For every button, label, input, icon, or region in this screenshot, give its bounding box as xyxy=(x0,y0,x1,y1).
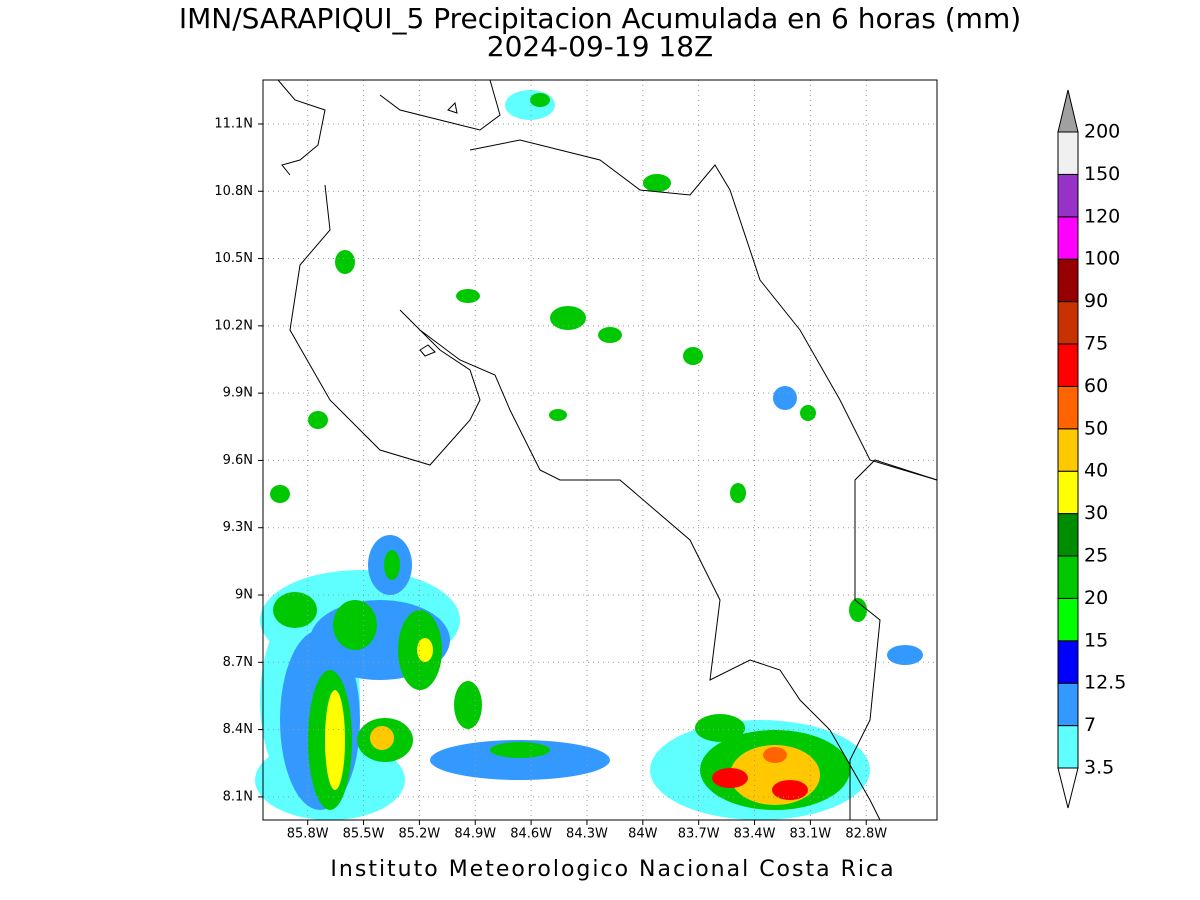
colorbar-segment xyxy=(1057,385,1079,430)
colorbar-segment xyxy=(1057,216,1079,260)
x-tick-label: 84.3W xyxy=(566,827,608,842)
colorbar-segment xyxy=(1057,725,1079,769)
colorbar-label: 60 xyxy=(1084,375,1108,397)
colorbar-segment xyxy=(1057,343,1079,387)
y-tick-label: 11.1N xyxy=(214,116,253,131)
y-tick-label: 10.2N xyxy=(214,318,253,333)
x-tick-label: 85.2W xyxy=(398,827,440,842)
y-tick-label: 9N xyxy=(235,588,253,603)
colorbar-segment xyxy=(1057,131,1079,175)
colorbar-label: 25 xyxy=(1084,545,1108,567)
y-tick-label: 9.9N xyxy=(223,386,253,401)
colorbar-label: 7 xyxy=(1084,714,1096,736)
colorbar-segment xyxy=(1057,258,1079,303)
coastlines xyxy=(277,79,938,821)
colorbar-segment xyxy=(1057,513,1079,557)
x-tick-label: 85.8W xyxy=(287,827,329,842)
colorbar-label: 12.5 xyxy=(1084,672,1126,694)
colorbar-label: 30 xyxy=(1084,502,1108,524)
colorbar-label: 75 xyxy=(1084,333,1108,355)
y-tick-label: 8.4N xyxy=(223,722,253,737)
colorbar-segment xyxy=(1057,301,1079,345)
map-frame xyxy=(262,79,938,821)
x-tick-label: 83.7W xyxy=(678,827,720,842)
colorbar-label: 3.5 xyxy=(1084,757,1114,779)
y-tick-label: 10.5N xyxy=(214,251,253,266)
precipitation-field xyxy=(255,90,923,820)
subtitle: 2024-09-19 18Z xyxy=(487,30,713,63)
colorbar-label: 150 xyxy=(1084,163,1120,185)
colorbar-high-triangle xyxy=(1057,89,1079,133)
colorbar-label: 50 xyxy=(1084,417,1108,439)
colorbar-label: 100 xyxy=(1084,248,1120,270)
colorbar: 3.5 7 12.5 15 20 25 30 40 50 60 75 90 100 120 150 200 xyxy=(1057,89,1126,809)
x-tick-label: 83.4W xyxy=(734,827,776,842)
y-tick-label: 8.7N xyxy=(223,655,253,670)
colorbar-segment xyxy=(1057,640,1079,684)
colorbar-label: 20 xyxy=(1084,587,1108,609)
map-area xyxy=(255,79,938,821)
credit: Instituto Meteorologico Nacional Costa R… xyxy=(330,857,895,882)
map-background xyxy=(263,80,937,820)
x-tick-label: 84.9W xyxy=(454,827,496,842)
colorbar-label: 120 xyxy=(1084,205,1120,227)
x-tick-label: 83.1W xyxy=(789,827,831,842)
colorbar-label: 200 xyxy=(1084,121,1120,143)
colorbar-segment xyxy=(1057,428,1079,472)
x-tick-label: 85.5W xyxy=(343,827,385,842)
title: IMN/SARAPIQUI_5 Precipitacion Acumulada … xyxy=(179,2,1021,35)
colorbar-label: 40 xyxy=(1084,460,1108,482)
colorbar-segment xyxy=(1057,682,1079,727)
y-tick-label: 9.6N xyxy=(223,453,253,468)
y-tick-label: 8.1N xyxy=(223,789,253,804)
colorbar-segment xyxy=(1057,173,1079,218)
colorbar-segment xyxy=(1057,555,1079,599)
x-tick-label: 84W xyxy=(628,827,658,842)
y-tick-label: 10.8N xyxy=(214,184,253,199)
x-tick-label: 84.6W xyxy=(510,827,552,842)
colorbar-label: 90 xyxy=(1084,290,1108,312)
colorbar-label: 15 xyxy=(1084,629,1108,651)
y-tick-label: 9.3N xyxy=(223,520,253,535)
colorbar-segment xyxy=(1057,470,1079,515)
colorbar-low-triangle xyxy=(1057,767,1079,809)
x-tick-label: 82.8W xyxy=(845,827,887,842)
colorbar-segment xyxy=(1057,597,1079,642)
